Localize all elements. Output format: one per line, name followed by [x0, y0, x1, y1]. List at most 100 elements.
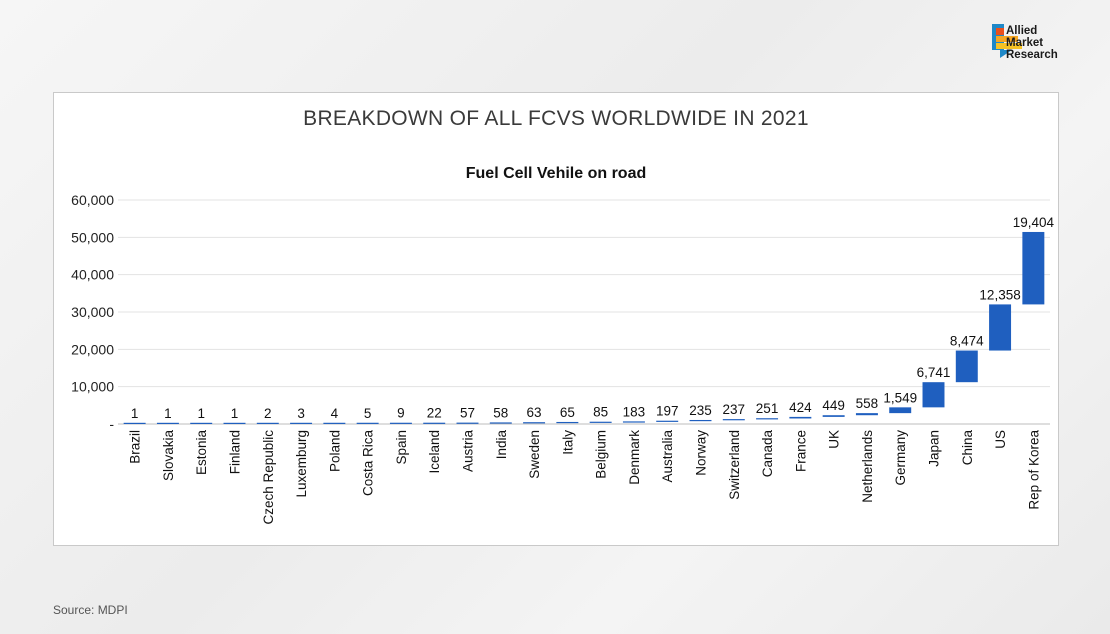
logo-block-orange — [996, 36, 1018, 42]
bar — [855, 413, 878, 416]
data-label: 57 — [460, 406, 475, 421]
data-label: 3 — [297, 406, 305, 421]
data-label: 1,549 — [883, 390, 917, 405]
bar — [489, 422, 512, 424]
bar — [256, 422, 279, 424]
y-tick-label: 50,000 — [71, 229, 114, 245]
bar — [223, 422, 246, 424]
bar — [889, 407, 912, 414]
data-label: 6,741 — [917, 365, 951, 380]
bar — [156, 422, 179, 424]
brand-logo: Allied Market Research — [990, 22, 1102, 76]
data-label: 22 — [427, 406, 442, 421]
bar — [955, 350, 978, 383]
bar — [989, 304, 1012, 351]
x-tick-label: Austria — [461, 430, 476, 473]
x-tick-label: China — [960, 430, 975, 466]
chart-title: BREAKDOWN OF ALL FCVS WORLDWIDE IN 2021 — [303, 107, 809, 130]
chart-subtitle: Fuel Cell Vehile on road — [465, 165, 647, 182]
y-tick-label: 20,000 — [71, 341, 114, 357]
x-tick-label: Canada — [760, 430, 775, 478]
brand-logo-mark — [992, 24, 1022, 58]
bar — [356, 422, 379, 424]
bar — [622, 421, 645, 423]
data-label: 251 — [756, 401, 779, 416]
data-label: 183 — [623, 404, 646, 419]
chart-panel: BREAKDOWN OF ALL FCVS WORLDWIDE IN 2021 … — [53, 92, 1059, 546]
brand-logo-text: Allied Market Research — [1006, 25, 1058, 61]
x-tick-label: Rep of Korea — [1026, 430, 1041, 510]
x-tick-label: Spain — [394, 430, 409, 465]
data-label: 9 — [397, 406, 405, 421]
x-tick-label: France — [793, 430, 808, 472]
x-tick-label: Denmark — [627, 430, 642, 485]
bar — [423, 422, 446, 424]
x-tick-label: Iceland — [427, 430, 442, 474]
data-label: 1 — [164, 406, 172, 421]
source-note: Source: MDPI — [53, 603, 128, 617]
x-tick-label: Luxemburg — [294, 430, 309, 498]
data-label: 449 — [822, 398, 845, 413]
x-tick-label: US — [993, 430, 1008, 449]
brand-line-3: Research — [1006, 49, 1058, 61]
data-label: 8,474 — [950, 334, 984, 349]
data-label: 85 — [593, 405, 608, 420]
bar — [589, 421, 612, 423]
data-label: 63 — [527, 405, 542, 420]
data-label: 424 — [789, 400, 812, 415]
x-tick-label: Estonia — [194, 430, 209, 476]
brand-line-1: Allied — [1006, 25, 1038, 37]
x-tick-label: Switzerland — [727, 430, 742, 500]
x-tick-label: Germany — [893, 430, 908, 486]
x-tick-label: Slovakia — [161, 430, 176, 482]
data-label: 65 — [560, 405, 575, 420]
data-label: 2 — [264, 406, 272, 421]
data-label: 19,404 — [1013, 215, 1055, 230]
data-label: 197 — [656, 404, 679, 419]
bar — [389, 422, 412, 424]
data-label: 1 — [231, 406, 239, 421]
data-label: 558 — [856, 396, 879, 411]
x-tick-label: Sweden — [527, 430, 542, 479]
x-tick-label: Poland — [327, 430, 342, 472]
bar — [789, 416, 812, 419]
y-tick-label: 10,000 — [71, 379, 114, 395]
y-tick-label: 40,000 — [71, 267, 114, 283]
x-tick-label: Norway — [694, 430, 709, 476]
x-tick-label: Finland — [228, 430, 243, 474]
bar — [822, 415, 845, 417]
x-tick-label: UK — [827, 430, 842, 449]
bar — [689, 419, 712, 422]
data-label: 1 — [197, 406, 205, 421]
bar — [290, 422, 313, 424]
brand-line-2: Market — [1006, 37, 1044, 49]
y-tick-label: - — [109, 416, 114, 432]
data-label: 5 — [364, 406, 372, 421]
data-label: 58 — [493, 405, 508, 420]
x-tick-label: Australia — [660, 430, 675, 483]
x-tick-label: India — [494, 430, 509, 460]
y-tick-label: 60,000 — [71, 192, 114, 208]
x-tick-label: Italy — [560, 430, 575, 455]
x-tick-label: Netherlands — [860, 430, 875, 503]
bar — [456, 422, 479, 424]
bar — [556, 421, 579, 424]
logo-block-red — [996, 28, 1004, 35]
waterfall-chart: - 10,000 20,000 30,000 40,000 50,000 60,000 1 Br… — [71, 192, 1055, 525]
bar — [1022, 231, 1045, 305]
data-label: 1 — [131, 406, 139, 421]
bar — [722, 419, 745, 421]
bar — [123, 422, 146, 424]
bar — [190, 422, 213, 424]
x-tick-label: Japan — [927, 430, 942, 467]
x-tick-label: Czech Republic — [261, 430, 276, 525]
bar — [756, 418, 779, 420]
x-tick-label: Brazil — [128, 430, 143, 464]
data-label: 237 — [723, 402, 746, 417]
y-tick-label: 30,000 — [71, 304, 114, 320]
bar — [323, 422, 346, 424]
bar — [523, 422, 546, 424]
bar — [656, 420, 679, 422]
data-label: 235 — [689, 403, 712, 418]
data-label: 12,358 — [979, 287, 1020, 302]
